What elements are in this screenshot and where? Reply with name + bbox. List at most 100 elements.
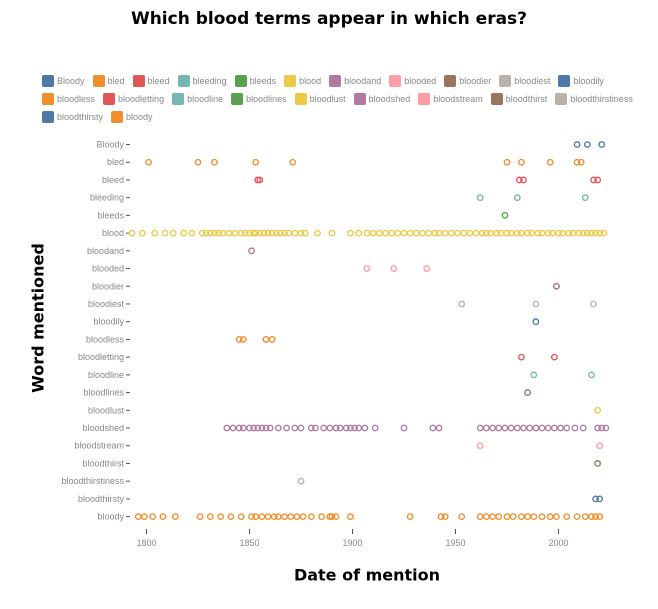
y-tick-label: bloodthirsty (78, 494, 125, 504)
legend-item-17[interactable]: bloodstream (418, 92, 483, 105)
legend-item-5[interactable]: blood (284, 74, 321, 87)
legend-label: bloodlines (246, 93, 287, 104)
data-point-bloodshed (239, 424, 247, 432)
data-point-bloodshed (361, 424, 369, 432)
y-tick-label: bloodline (88, 370, 124, 380)
data-point-bloody (441, 513, 449, 521)
data-point-blood (466, 229, 474, 237)
y-tick-label: bloodstream (74, 441, 124, 451)
legend-item-13[interactable]: bloodline (172, 92, 223, 105)
data-point-blood (369, 229, 377, 237)
data-point-blood (198, 229, 206, 237)
data-point-blood (565, 229, 573, 237)
data-point-bloodshed (229, 424, 237, 432)
data-point-bloody (141, 513, 148, 521)
legend-item-14[interactable]: bloodlines (231, 92, 287, 105)
legend-item-11[interactable]: bloodless (42, 92, 95, 105)
data-point-bloody (518, 513, 525, 521)
data-point-blood (583, 229, 591, 237)
y-tick-label: Bloody (96, 140, 124, 150)
data-point-bled (546, 158, 554, 166)
data-point-bleeding (476, 194, 484, 202)
legend-item-1[interactable]: bled (92, 74, 125, 87)
legend-item-19[interactable]: bloodthirstiness (555, 92, 633, 105)
data-point-bloodlust (594, 406, 602, 414)
legend-item-2[interactable]: bleed (132, 74, 170, 87)
legend-item-8[interactable]: bloodier (444, 74, 491, 87)
data-point-bloody (328, 513, 336, 521)
data-point-blood (281, 229, 288, 237)
legend-item-12[interactable]: bloodletting (103, 92, 164, 105)
legend-item-21[interactable]: bloody (111, 110, 153, 123)
legend-item-15[interactable]: bloodlust (294, 92, 346, 105)
data-point-blood (544, 229, 552, 237)
data-point-bloodshed (326, 424, 334, 432)
data-point-bloodless (268, 336, 276, 343)
data-point-blood (588, 229, 595, 237)
y-tick-label: bleed (102, 175, 124, 185)
data-point-bloodshed (223, 424, 231, 432)
data-point-bloody (596, 513, 604, 521)
legend-item-10[interactable]: bloodily (558, 74, 604, 87)
data-point-bloodshed (495, 424, 503, 432)
data-point-bloody (318, 513, 325, 521)
legend-item-6[interactable]: bloodand (329, 74, 381, 87)
data-point-bloodthirsty (592, 495, 599, 503)
legend-item-4[interactable]: bleeds (234, 74, 276, 87)
data-point-blood (328, 229, 336, 237)
data-point-bloodshed (266, 424, 274, 432)
legend-label: bloodier (459, 75, 492, 86)
y-tick-label: bloodlust (88, 405, 125, 415)
data-point-bloody (495, 513, 503, 521)
legend-label: bloodand (344, 75, 382, 86)
data-point-bloodshed (520, 424, 527, 432)
data-point-bloody (258, 513, 266, 521)
legend-label: bleeding (192, 75, 227, 86)
legend-label: bloodthirstiness (570, 93, 633, 104)
data-point-bloody (149, 513, 157, 521)
data-point-blood (524, 229, 531, 237)
legend-item-20[interactable]: bloodthirsty (42, 110, 103, 123)
legend-swatch (172, 92, 185, 105)
data-point-bloody (476, 513, 484, 521)
data-point-bloodshed (501, 424, 509, 432)
legend-item-7[interactable]: blooded (389, 74, 436, 87)
legend-item-0[interactable]: Bloody (42, 74, 85, 87)
legend-item-9[interactable]: bloodiest (499, 74, 550, 87)
data-point-blood (406, 229, 414, 237)
data-point-bled (573, 158, 581, 166)
data-point-blood (592, 229, 599, 237)
x-tick-label: 1950 (445, 538, 465, 548)
legend-label: bloodiest (514, 75, 551, 86)
data-point-bloodthirst (594, 460, 602, 467)
y-tick-label: bloodlines (83, 388, 124, 398)
data-point-blood (202, 229, 210, 237)
data-point-bloodshed (355, 424, 363, 432)
data-point-bloodshed (513, 424, 521, 432)
data-point-bleed (515, 176, 523, 184)
legend-swatch (555, 92, 568, 105)
legend-label: bloodthirst (505, 93, 548, 104)
y-tick-label: bloodthirstiness (61, 476, 124, 486)
data-point-blood (435, 229, 443, 237)
data-point-blood (441, 229, 449, 237)
legend-item-3[interactable]: bleeding (177, 74, 227, 87)
y-tick-label: bloodier (92, 281, 124, 291)
legend-swatch (389, 74, 402, 87)
data-point-bloodshed (312, 424, 319, 432)
data-point-bloody (489, 513, 496, 521)
legend-swatch (418, 92, 431, 105)
data-point-blood (538, 229, 546, 237)
data-point-blood (231, 229, 239, 237)
data-point-bloodless (239, 336, 247, 343)
data-point-bled (211, 158, 218, 166)
data-point-blood (487, 229, 494, 237)
data-point-blood (425, 229, 433, 237)
y-tick-label: bloodily (93, 317, 124, 327)
data-point-blood (569, 229, 577, 237)
legend-item-18[interactable]: bloodthirst (490, 92, 548, 105)
data-point-bloodshed (579, 424, 587, 432)
legend-swatch (42, 92, 54, 105)
legend-item-16[interactable]: bloodshed (353, 92, 410, 105)
data-point-bleed (520, 176, 527, 184)
